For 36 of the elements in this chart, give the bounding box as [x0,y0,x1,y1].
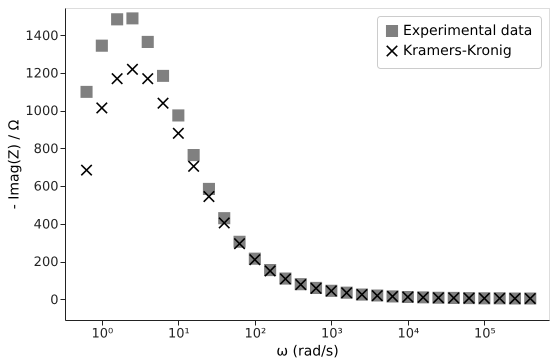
y-tick-label: 1400 [25,28,58,44]
point [142,72,154,85]
point [96,102,108,114]
y-tick-label: 1200 [25,66,58,82]
y-tick-label: 600 [34,180,58,195]
legend-label: Experimental data [403,23,532,39]
point [202,190,215,203]
point [188,149,200,162]
y-tick-label: 800 [34,142,58,157]
point [80,164,93,176]
legend-label: Kramers-Kronig [403,43,512,59]
x-tick-label: 10³ [320,326,343,342]
point [142,36,154,48]
y-tick-label: 200 [34,255,58,270]
x-axis-title: ω (rad/s) [276,344,339,360]
point [172,127,184,140]
y-tick-label: 400 [34,217,58,232]
y-axis-title: - Imag(Z) / Ω [6,119,22,210]
point [80,86,93,98]
point [126,63,138,76]
point [172,109,184,122]
x-tick-label: 10¹ [168,326,190,342]
point [111,13,124,26]
x-tick-label: 10⁰ [91,326,114,342]
point [111,72,124,85]
y-tick-label: 0 [50,292,58,308]
x-tick-label: 10⁴ [397,326,420,342]
point [156,70,170,82]
point [126,12,138,24]
point [188,160,200,172]
point [156,97,170,110]
point [218,216,230,229]
y-tick-label: 1000 [25,104,58,120]
point [96,40,108,52]
x-tick-label: 10² [244,326,266,342]
x-tick-label: 10⁵ [474,326,496,342]
